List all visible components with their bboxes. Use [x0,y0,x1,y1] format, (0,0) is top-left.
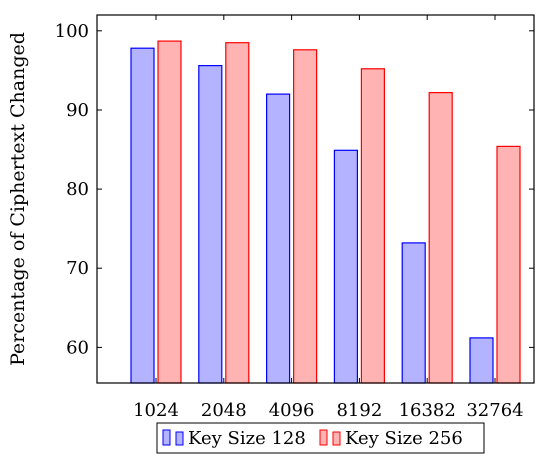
bar-series-2-32764 [496,145,521,384]
bar-series-1-16382 [401,242,426,384]
x-tick-label-16382: 16382 [399,400,456,421]
x-tick-label-1024: 1024 [133,400,179,421]
bar-series-1-4096 [266,93,291,384]
bar-series-1-2048 [198,64,223,384]
legend-swatch-series-2-b [332,431,341,446]
bar-series-2-16382 [428,91,453,384]
legend-swatch-series-1-a [162,429,171,446]
bars-layer [130,40,521,384]
x-tick-label-8192: 8192 [336,400,382,421]
bar-series-2-4096 [293,49,318,384]
x-tick-label-32764: 32764 [466,400,523,421]
legend-label-series-2: Key Size 256 [345,428,463,449]
y-tick-label-90: 90 [66,100,89,121]
y-axis-title: Percentage of Ciphertext Changed [7,32,29,366]
bar-series-1-1024 [130,47,155,384]
bar-series-2-1024 [157,40,182,384]
y-tick-label-70: 70 [66,258,89,279]
plot-frame [96,14,535,384]
legend: Key Size 128 Key Size 256 [156,422,485,454]
legend-swatch-series-2-a [319,429,328,446]
y-tick-label-60: 60 [66,337,89,358]
bar-series-2-8192 [360,68,385,384]
legend-label-series-1: Key Size 128 [188,428,306,449]
x-tick-label-4096: 4096 [269,400,315,421]
y-tick-label-80: 80 [66,179,89,200]
bar-series-1-8192 [333,149,358,384]
bar-series-2-2048 [225,42,250,384]
y-tick-label-100: 100 [55,21,89,42]
x-tick-label-2048: 2048 [201,400,247,421]
bar-series-1-32764 [469,337,494,384]
ticks-layer: 1024 2048 4096 8192 16382 32764 60 70 80 90 100 [55,15,534,421]
legend-swatch-series-1-b [175,431,184,446]
